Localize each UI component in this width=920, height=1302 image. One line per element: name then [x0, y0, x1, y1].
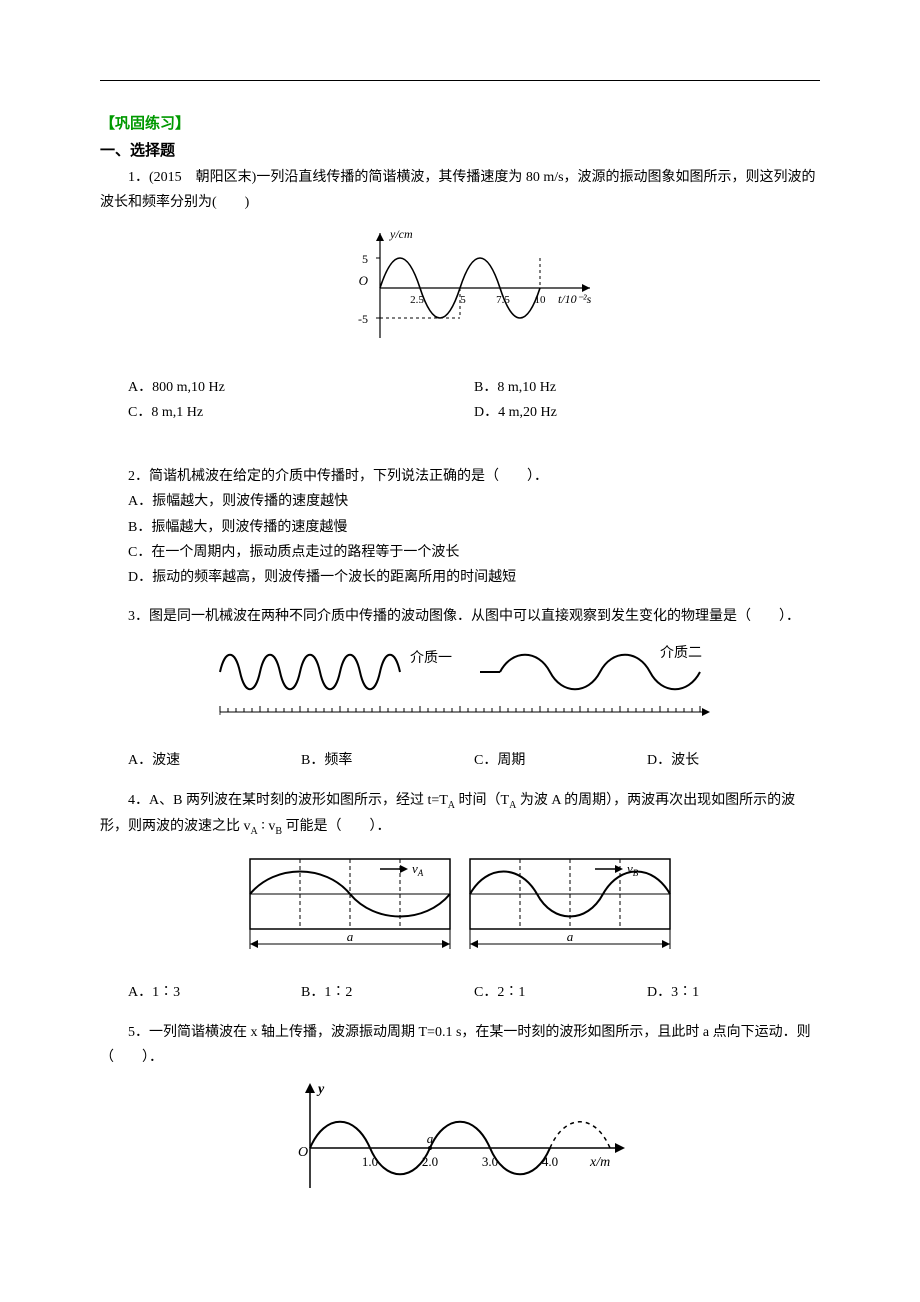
practice-header: 【巩固练习】 — [100, 111, 820, 138]
q2-opt-d: D．振动的频率越高，则波传播一个波长的距离所用的时间越短 — [128, 565, 820, 590]
q5-text: 5．一列简谐横波在 x 轴上传播，波源振动周期 T=0.1 s，在某一时刻的波形… — [100, 1020, 820, 1070]
q4-t4: ∶ v — [258, 819, 276, 834]
question-3: 3．图是同一机械波在两种不同介质中传播的波动图像．从图中可以直接观察到发生变化的… — [100, 604, 820, 774]
q5-xt-4: 4.0 — [542, 1154, 558, 1169]
q4-options: A．1∶3 B．1∶2 C．2∶1 D．3∶1 — [100, 980, 820, 1005]
section-1-header: 一、选择题 — [100, 138, 820, 165]
q1-opt-d: D．4 m,20 Hz — [474, 400, 820, 425]
q4-a-label-right: a — [567, 929, 574, 944]
q4-opt-b: B．1∶2 — [301, 980, 474, 1005]
q2-options: A．振幅越大，则波传播的速度越快 B．振幅越大，则波传播的速度越慢 C．在一个周… — [100, 489, 820, 590]
svg-text:y/cm: y/cm — [389, 227, 413, 241]
q3-opt-c: C．周期 — [474, 748, 647, 773]
q3-text: 3．图是同一机械波在两种不同介质中传播的波动图像．从图中可以直接观察到发生变化的… — [100, 604, 820, 629]
q3-opt-a: A．波速 — [128, 748, 301, 773]
q5-origin: O — [298, 1145, 308, 1160]
q4-chart: vA a vB — [240, 849, 680, 959]
top-rule — [100, 80, 820, 81]
q5-xt-3: 3.0 — [482, 1154, 498, 1169]
q3-label-1: 介质一 — [410, 650, 452, 666]
q4-t5: 可能是（ ）． — [282, 819, 391, 834]
question-2: 2．简谐机械波在给定的介质中传播时，下列说法正确的是（ ）． A．振幅越大，则波… — [100, 464, 820, 590]
q4-text: 4．A、B 两列波在某时刻的波形如图所示，经过 t=TA 时间（TA 为波 A … — [100, 788, 820, 842]
q5-ylabel: y — [316, 1082, 325, 1097]
q5-a-label: a — [427, 1131, 434, 1146]
q1-opt-b: B．8 m,10 Hz — [474, 375, 820, 400]
q2-text: 2．简谐机械波在给定的介质中传播时，下列说法正确的是（ ）． — [100, 464, 820, 489]
q2-opt-c: C．在一个周期内，振动质点走过的路程等于一个波长 — [128, 540, 820, 565]
q3-chart: 介质一 介质二 — [200, 637, 720, 727]
q2-opt-a: A．振幅越大，则波传播的速度越快 — [128, 489, 820, 514]
q4-va-label: vA — [412, 861, 424, 878]
q2-opt-b: B．振幅越大，则波传播的速度越慢 — [128, 515, 820, 540]
q1-opt-c: C．8 m,1 Hz — [128, 400, 474, 425]
q4-vb-label: vB — [627, 861, 639, 878]
question-5: 5．一列简谐横波在 x 轴上传播，波源振动周期 T=0.1 s，在某一时刻的波形… — [100, 1020, 820, 1208]
q4-t1: 4．A、B 两列波在某时刻的波形如图所示，经过 t=T — [128, 793, 448, 808]
q3-label-2: 介质二 — [660, 645, 702, 661]
q4-sub3: A — [251, 826, 258, 837]
svg-text:5: 5 — [362, 252, 368, 266]
q1-opt-a: A．800 m,10 Hz — [128, 375, 474, 400]
q4-t2: 时间（T — [455, 793, 509, 808]
svg-text:5: 5 — [460, 294, 466, 306]
q4-figure: vA a vB — [100, 849, 820, 968]
q1-options: A．800 m,10 Hz B．8 m,10 Hz C．8 m,1 Hz D．4… — [100, 375, 820, 425]
q5-xlabel: x/m — [589, 1155, 610, 1170]
q5-figure: O y 1.0 2.0 3.0 4.0 x/m a — [100, 1078, 820, 1207]
q5-chart: O y 1.0 2.0 3.0 4.0 x/m a — [280, 1078, 640, 1198]
q5-xt-2: 2.0 — [422, 1154, 438, 1169]
question-4: 4．A、B 两列波在某时刻的波形如图所示，经过 t=TA 时间（TA 为波 A … — [100, 788, 820, 1006]
q1-figure: 5 -5 O y/cm 2.5 5 7.5 10 t/10⁻²s — [100, 223, 820, 362]
q4-opt-a: A．1∶3 — [128, 980, 301, 1005]
q1-text: 1．(2015 朝阳区末)一列沿直线传播的简谐横波，其传播速度为 80 m/s，… — [100, 165, 820, 215]
q4-sub1: A — [448, 799, 455, 810]
q3-opt-b: B．频率 — [301, 748, 474, 773]
question-1: 1．(2015 朝阳区末)一列沿直线传播的简谐横波，其传播速度为 80 m/s，… — [100, 165, 820, 425]
svg-text:t/10⁻²s: t/10⁻²s — [558, 292, 592, 306]
q3-figure: 介质一 介质二 — [100, 637, 820, 736]
page: 【巩固练习】 一、选择题 1．(2015 朝阳区末)一列沿直线传播的简谐横波，其… — [0, 0, 920, 1302]
q4-opt-c: C．2∶1 — [474, 980, 647, 1005]
svg-text:-5: -5 — [358, 312, 368, 326]
q1-chart: 5 -5 O y/cm 2.5 5 7.5 10 t/10⁻²s — [310, 223, 610, 353]
q3-opt-d: D．波长 — [647, 748, 820, 773]
q4-a-label-left: a — [347, 929, 354, 944]
svg-text:O: O — [359, 273, 369, 288]
q5-xt-1: 1.0 — [362, 1154, 378, 1169]
q3-options: A．波速 B．频率 C．周期 D．波长 — [100, 748, 820, 773]
q4-opt-d: D．3∶1 — [647, 980, 820, 1005]
